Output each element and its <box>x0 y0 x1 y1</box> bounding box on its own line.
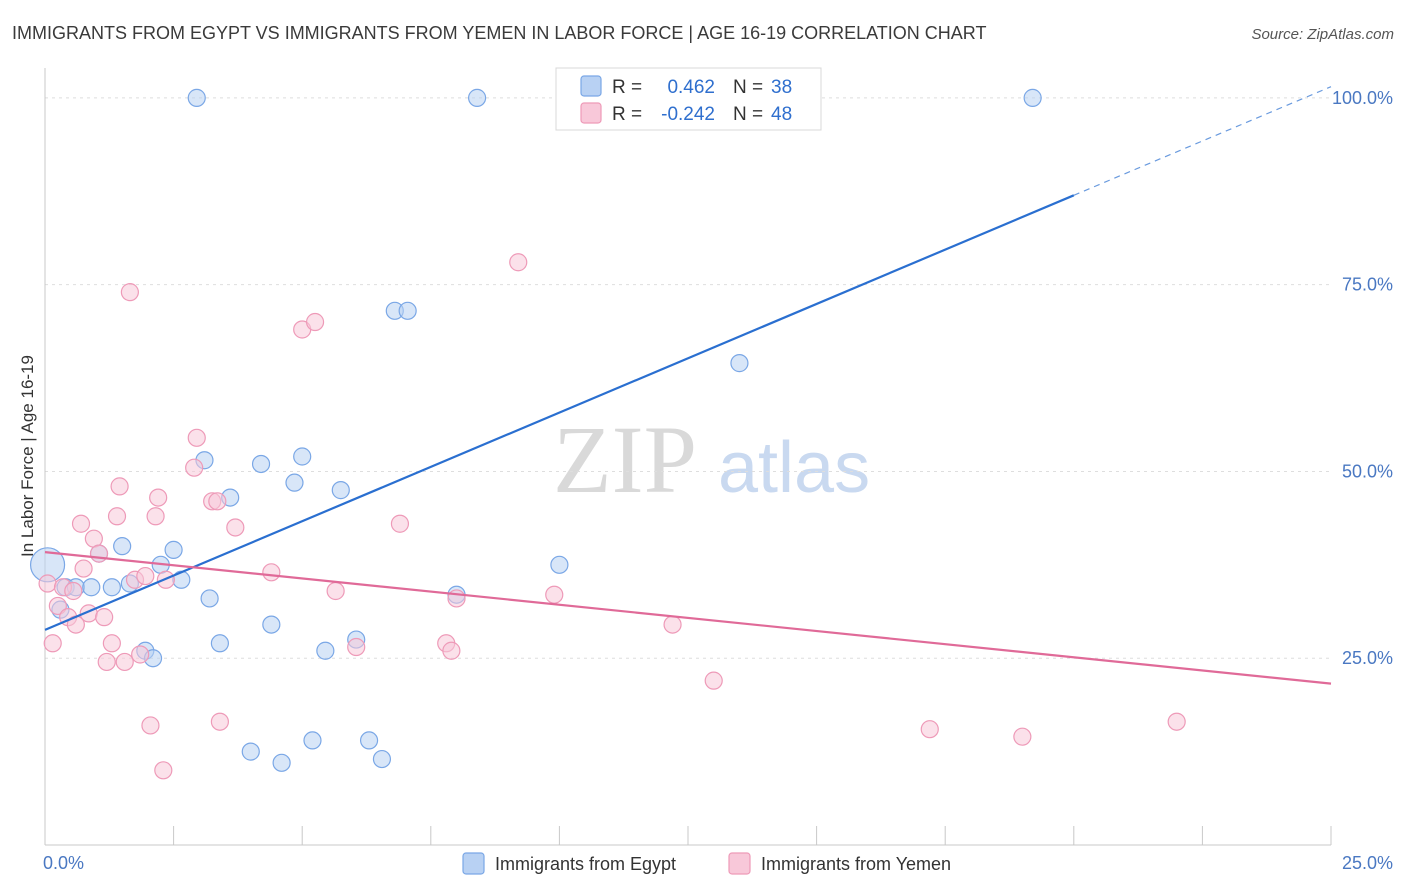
x-axis-ticks <box>44 826 1332 845</box>
gridlines <box>45 97 1331 659</box>
yemen-point-14 <box>102 634 121 653</box>
legend-n-value-egypt: 38 <box>771 77 792 98</box>
egypt-point-24 <box>293 447 312 466</box>
y-axis-tick-labels: 25.0% 50.0% 75.0% 100.0% <box>1332 88 1393 668</box>
yemen-point-12 <box>95 608 114 627</box>
egypt-point-26 <box>316 641 335 660</box>
egypt-point-27 <box>331 481 350 500</box>
chart-source: Source: ZipAtlas.com <box>1251 26 1394 43</box>
legend-n-label-egypt: N = <box>733 77 763 98</box>
egypt-trend-line <box>44 194 1075 631</box>
scatter-points <box>29 88 1186 780</box>
yemen-point-38 <box>390 514 410 533</box>
yemen-point-32 <box>226 518 245 537</box>
egypt-point-16 <box>200 589 219 608</box>
yemen-point-40 <box>442 641 461 660</box>
yemen-point-33 <box>262 563 281 582</box>
egypt-point-12 <box>164 540 183 559</box>
egypt-point-32 <box>398 301 417 320</box>
yemen-point-37 <box>347 637 366 657</box>
egypt-point-20 <box>251 454 271 474</box>
yemen-point-42 <box>509 253 528 272</box>
yemen-point-11 <box>89 544 109 563</box>
yemen-point-7 <box>71 514 91 533</box>
egypt-point-4 <box>82 578 101 597</box>
egypt-point-30 <box>372 749 392 769</box>
stats-legend: R = 0.462 N = 38 R = -0.242 N = 48 <box>555 67 822 131</box>
watermark: ZIP atlas <box>553 406 870 513</box>
legend-r-value-yemen: -0.242 <box>661 104 715 125</box>
egypt-point-23 <box>285 473 304 492</box>
yemen-point-0 <box>38 574 57 593</box>
yemen-point-22 <box>141 716 160 735</box>
yemen-point-21 <box>136 566 155 586</box>
yemen-trend-line <box>44 551 1332 685</box>
yemen-point-48 <box>1167 712 1186 731</box>
legend-swatch-egypt <box>580 75 602 97</box>
yemen-point-30 <box>208 492 227 511</box>
y-axis-label: In Labor Force | Age 16-19 <box>18 355 37 557</box>
watermark-atlas: atlas <box>718 428 870 508</box>
egypt-point-37 <box>1023 88 1042 107</box>
yemen-point-20 <box>131 645 150 664</box>
yemen-point-44 <box>663 615 682 634</box>
yemen-point-36 <box>326 581 345 601</box>
yemen-point-28 <box>185 458 204 477</box>
series-legend-swatch-yemen <box>728 852 751 875</box>
yemen-point-43 <box>545 585 564 604</box>
yemen-point-35 <box>305 312 325 332</box>
legend-n-value-yemen: 48 <box>771 104 792 125</box>
legend-r-value-egypt: 0.462 <box>667 77 715 98</box>
egypt-point-34 <box>467 88 487 107</box>
egypt-point-17 <box>210 634 229 653</box>
yemen-point-47 <box>1013 727 1032 746</box>
yemen-point-24 <box>149 488 168 507</box>
y-tick-label-50: 50.0% <box>1342 461 1393 481</box>
yemen-point-18 <box>120 283 139 302</box>
yemen-point-1 <box>43 634 62 653</box>
series-legend: Immigrants from Egypt Immigrants from Ye… <box>462 852 951 875</box>
egypt-point-35 <box>550 555 569 574</box>
yemen-point-15 <box>107 507 127 526</box>
yemen-point-23 <box>146 507 165 526</box>
yemen-point-25 <box>154 761 173 780</box>
legend-r-label-yemen: R = <box>612 104 642 125</box>
legend-swatch-yemen <box>580 102 602 124</box>
y-tick-label-25: 25.0% <box>1342 648 1393 668</box>
legend-r-label-egypt: R = <box>612 77 642 98</box>
x-tick-label-min: 0.0% <box>43 853 84 873</box>
yemen-point-16 <box>110 477 129 496</box>
series-legend-label-egypt: Immigrants from Egypt <box>495 854 676 874</box>
x-tick-label-max: 25.0% <box>1342 853 1393 873</box>
yemen-point-27 <box>187 428 206 447</box>
y-tick-label-100: 100.0% <box>1332 88 1393 108</box>
yemen-point-5 <box>64 581 83 601</box>
yemen-point-46 <box>920 720 939 739</box>
egypt-point-29 <box>359 731 379 750</box>
egypt-point-36 <box>730 354 749 373</box>
legend-n-label-yemen: N = <box>733 104 763 125</box>
y-tick-label-75: 75.0% <box>1342 275 1393 295</box>
series-legend-label-yemen: Immigrants from Yemen <box>761 854 951 874</box>
yemen-point-45 <box>704 671 723 690</box>
chart-title: IMMIGRANTS FROM EGYPT VS IMMIGRANTS FROM… <box>12 23 986 43</box>
yemen-point-2 <box>48 596 67 616</box>
egypt-point-19 <box>241 742 260 761</box>
egypt-point-21 <box>262 615 281 634</box>
series-legend-swatch-egypt <box>462 852 485 875</box>
egypt-point-22 <box>272 753 291 772</box>
yemen-point-31 <box>210 712 229 731</box>
yemen-point-17 <box>115 652 134 672</box>
egypt-point-14 <box>187 88 206 107</box>
yemen-point-8 <box>74 559 93 578</box>
egypt-point-7 <box>113 537 132 556</box>
egypt-point-25 <box>303 731 322 750</box>
watermark-zip: ZIP <box>553 406 697 513</box>
egypt-point-6 <box>102 578 121 597</box>
egypt-trend-line-extension <box>1073 86 1332 196</box>
yemen-point-13 <box>97 652 116 672</box>
trend-lines <box>44 86 1332 685</box>
